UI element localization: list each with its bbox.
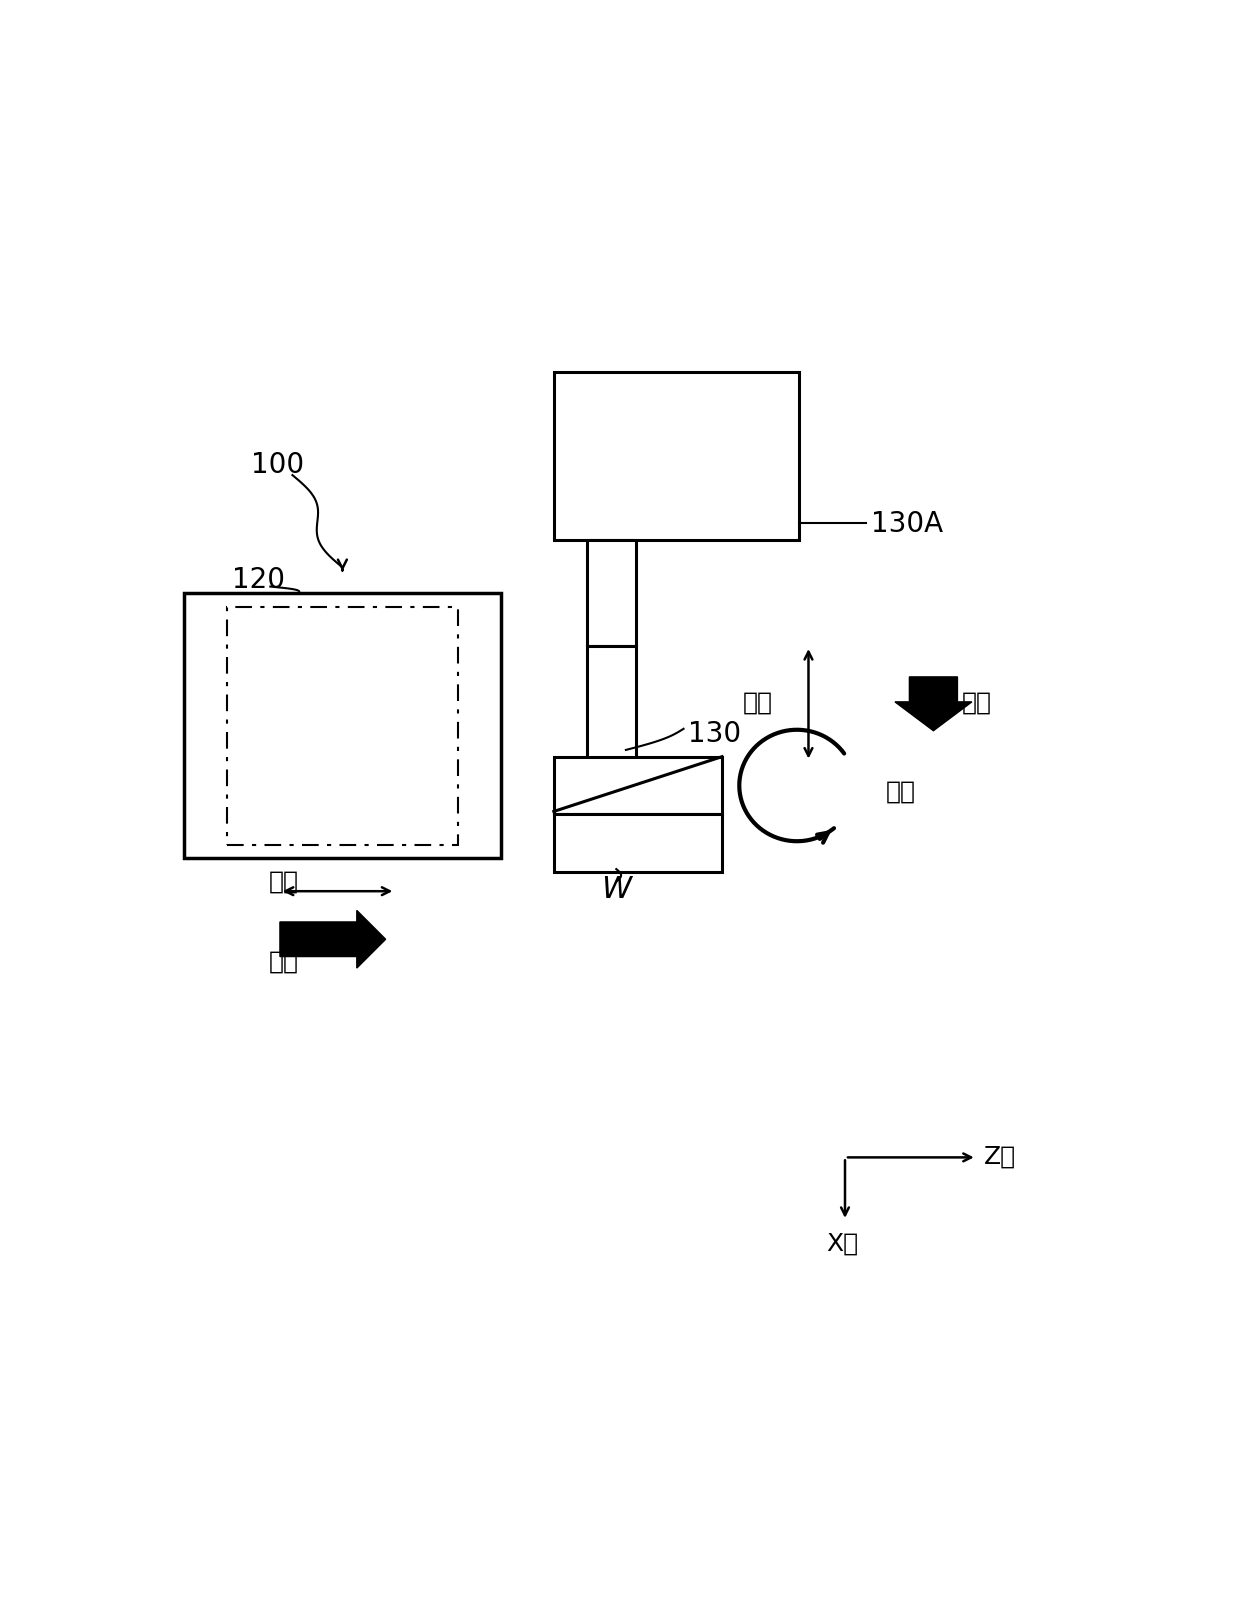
Text: W: W — [601, 875, 631, 904]
Text: 旋转: 旋转 — [885, 779, 915, 803]
Bar — [227, 607, 458, 846]
Text: 进给: 进给 — [268, 949, 299, 972]
Bar — [588, 646, 635, 761]
Text: 振动: 振动 — [743, 690, 773, 714]
Bar — [184, 594, 501, 859]
Text: 进给: 进给 — [962, 690, 992, 714]
Text: 130A: 130A — [870, 510, 944, 537]
Bar — [554, 373, 799, 540]
Text: 振动: 振动 — [268, 868, 299, 893]
Polygon shape — [895, 677, 972, 732]
Text: X轴: X轴 — [826, 1230, 858, 1255]
Polygon shape — [280, 911, 386, 969]
Text: 130: 130 — [688, 719, 742, 747]
Bar — [554, 758, 722, 815]
Bar — [554, 815, 722, 873]
Text: 120: 120 — [232, 565, 285, 594]
Text: 100: 100 — [250, 450, 304, 479]
Text: Z轴: Z轴 — [983, 1144, 1016, 1169]
Bar — [588, 540, 635, 646]
